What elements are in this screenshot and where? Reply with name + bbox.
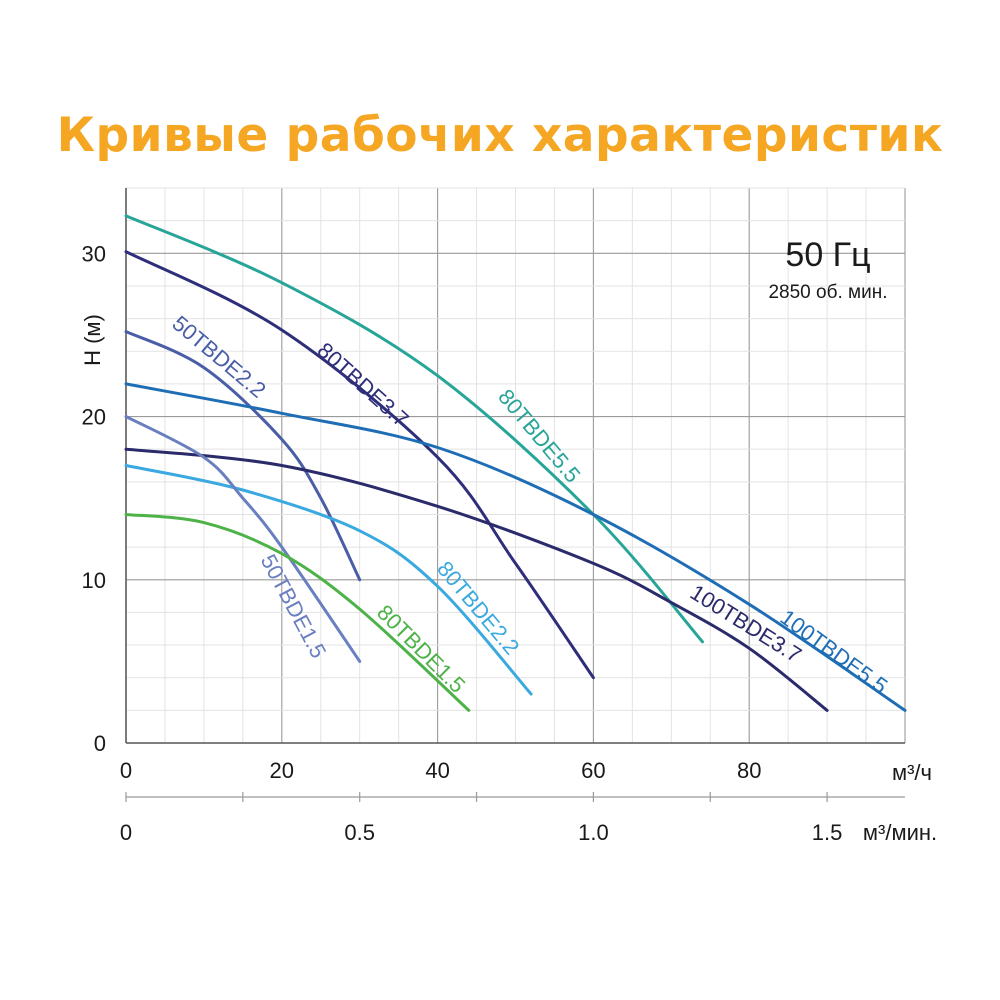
x-tick-label: 80 (737, 758, 761, 783)
series-line-50tbde2-2 (124, 330, 362, 582)
series-label-80tbde5-5: 80TBDE5.5 (493, 384, 585, 487)
speed-label: 2850 об. мин. (768, 282, 887, 303)
frequency-label: 50 Гц (785, 236, 870, 274)
secondary-tick-label: 1.0 (578, 820, 609, 845)
series-line-50tbde1-5 (124, 415, 362, 663)
y-tick-label: 20 (82, 405, 106, 430)
secondary-tick-label: 0 (120, 820, 132, 845)
y-tick-label: 0 (94, 731, 106, 756)
secondary-tick-label: 1.5 (812, 820, 843, 845)
secondary-tick-label: 0.5 (344, 820, 375, 845)
tick-labels: 0 20 40 60 80 0 10 20 30 0 0.5 1.0 1.5 (82, 241, 843, 845)
x-tick-label: 60 (581, 758, 605, 783)
axes (125, 188, 905, 802)
y-tick-label: 30 (82, 241, 106, 266)
series-labels: 80TBDE5.580TBDE3.750TBDE2.2100TBDE5.5100… (167, 311, 892, 699)
series-lines (124, 214, 907, 712)
series-line-80tbde1-5 (124, 513, 471, 712)
secondary-axis-label: м³/мин. (863, 820, 937, 845)
x-tick-label: 20 (270, 758, 294, 783)
series-line-100tbde3-7 (124, 447, 829, 712)
x-axis-label: м³/ч (892, 760, 932, 785)
series-line-80tbde5-5 (124, 214, 704, 644)
annotation: 50 Гц 2850 об. мин. (768, 236, 887, 303)
x-tick-label: 0 (120, 758, 132, 783)
y-tick-label: 10 (82, 568, 106, 593)
series-line-100tbde5-5 (124, 382, 907, 712)
y-axis-label: Н (м) (80, 314, 105, 366)
x-tick-label: 40 (425, 758, 449, 783)
series-label-80tbde1-5: 80TBDE1.5 (372, 600, 470, 698)
series-line-80tbde2-2 (124, 464, 533, 696)
series-label-80tbde2-2: 80TBDE2.2 (432, 556, 524, 659)
chart-title: Кривые рабочих характеристик (56, 108, 944, 163)
